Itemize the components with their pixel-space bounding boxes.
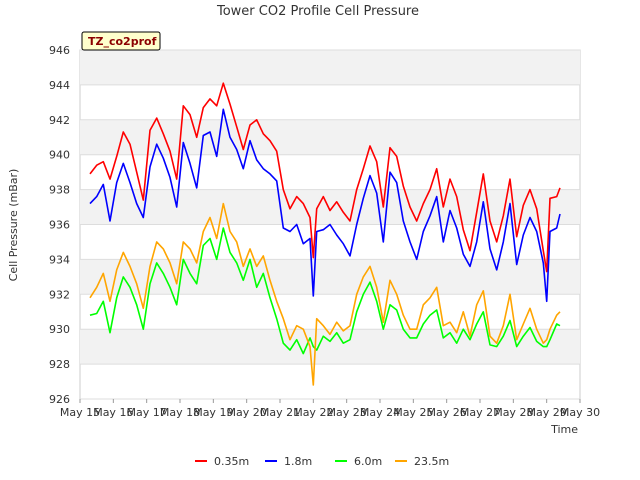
y-tick-label: 946	[49, 44, 70, 57]
x-tick-label: May 30	[560, 406, 600, 419]
series-line-23-5m	[89, 202, 561, 386]
legend-label: 1.8m	[284, 455, 312, 468]
y-tick-label: 932	[49, 288, 70, 301]
legend: 0.35m 1.8m 6.0m 23.5m	[195, 455, 449, 468]
y-tick-label: 926	[49, 393, 70, 406]
y-tick-label: 938	[49, 184, 70, 197]
x-tick-label: May 21	[260, 406, 300, 419]
y-tick-label: 930	[49, 323, 70, 336]
x-axis-label: Time	[550, 423, 578, 436]
x-tick-label: May 25	[393, 406, 433, 419]
x-tick-label: May 17	[127, 406, 167, 419]
x-tick-label: May 22	[293, 406, 333, 419]
y-axis-ticks: 926 928 930 932 934 936 938 940 942 944 946	[49, 44, 70, 406]
site-badge: TZ_co2prof	[81, 31, 161, 51]
y-tick-label: 936	[49, 219, 70, 232]
x-tick-label: May 28	[493, 406, 533, 419]
series-lines	[89, 82, 561, 386]
legend-label: 6.0m	[354, 455, 382, 468]
grid-lines	[80, 49, 580, 400]
plot-band	[80, 189, 580, 225]
y-tick-label: 942	[49, 114, 70, 127]
x-tick-label: May 15	[60, 406, 100, 419]
series-line-1-8m	[89, 108, 561, 303]
plot-band	[80, 259, 580, 295]
y-tick-label: 934	[49, 253, 70, 266]
site-badge-label: TZ_co2prof	[88, 35, 157, 48]
legend-item: 23.5m	[395, 455, 449, 468]
x-tick-label: May 16	[93, 406, 133, 419]
y-tick-label: 928	[49, 358, 70, 371]
x-tick-label: May 18	[160, 406, 200, 419]
y-axis-label: Cell Pressure (mBar)	[7, 169, 20, 282]
legend-label: 23.5m	[414, 455, 449, 468]
plot-band	[80, 50, 580, 85]
chart-title: Tower CO2 Profile Cell Pressure	[216, 4, 419, 19]
legend-item: 0.35m	[195, 455, 249, 468]
legend-item: 6.0m	[335, 455, 382, 468]
x-tick-label: May 20	[227, 406, 267, 419]
series-line-0-35m	[89, 82, 561, 273]
series-line-6-0m	[89, 227, 561, 355]
x-tick-label: May 26	[427, 406, 467, 419]
x-tick-label: May 23	[327, 406, 367, 419]
x-tick-label: May 29	[527, 406, 567, 419]
legend-label: 0.35m	[214, 455, 249, 468]
legend-item: 1.8m	[265, 455, 312, 468]
x-tick-label: May 24	[360, 406, 400, 419]
x-tick-label: May 19	[193, 406, 233, 419]
y-tick-label: 944	[49, 79, 70, 92]
x-tick-label: May 27	[460, 406, 500, 419]
y-tick-label: 940	[49, 149, 70, 162]
plot-band	[80, 119, 580, 155]
